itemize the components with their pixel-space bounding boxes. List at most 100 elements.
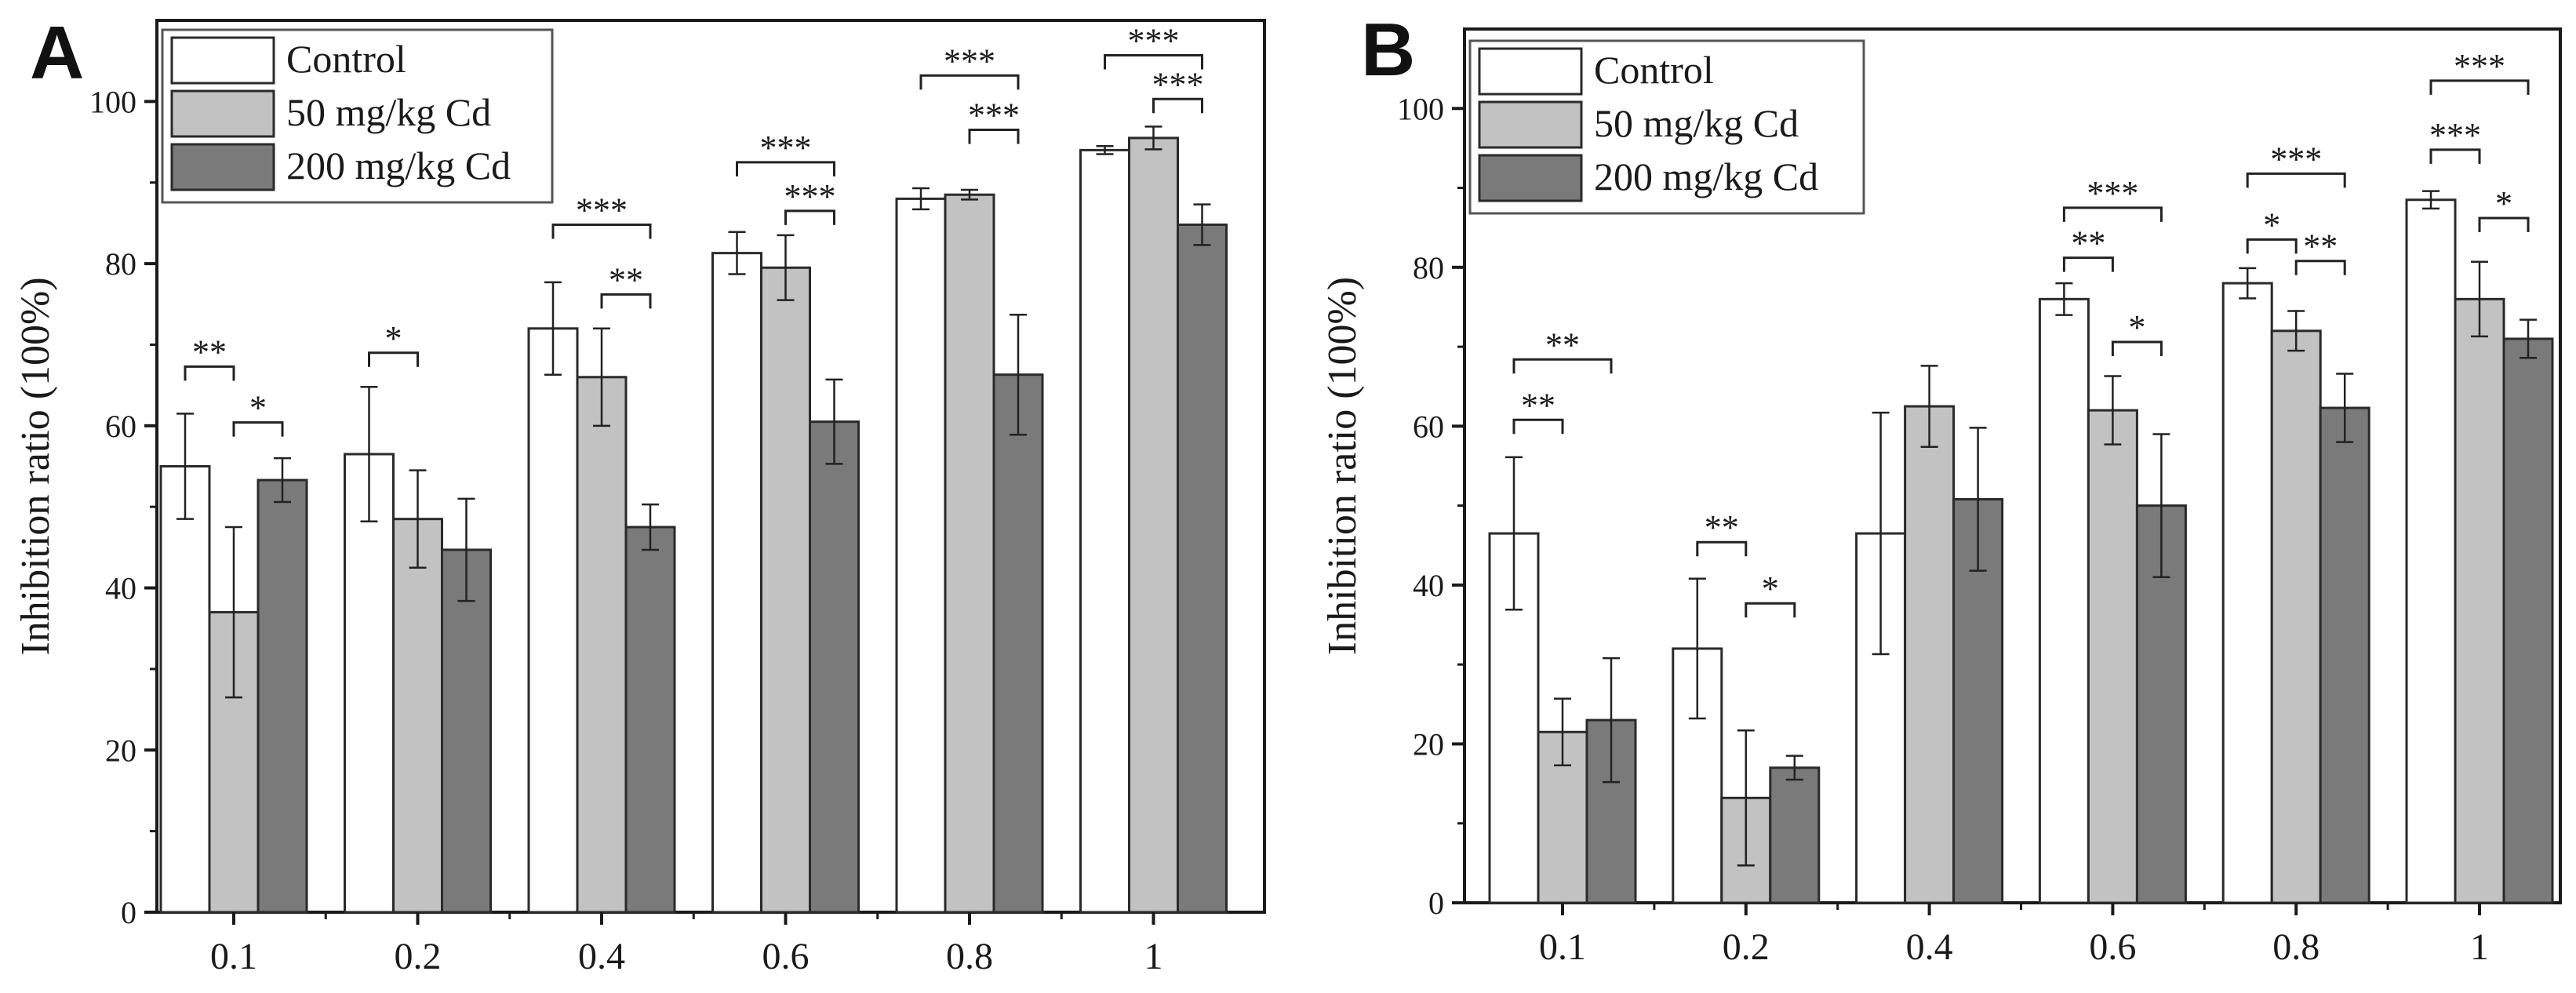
- bar-50-mg-kg-cd-0.6: [760, 266, 811, 914]
- y-tick-label: 0: [1428, 886, 1444, 921]
- significance-label: *: [2128, 308, 2145, 347]
- x-tick-label: 0.2: [1723, 926, 1770, 968]
- significance-label: *: [385, 319, 402, 358]
- significance-label: ***: [1128, 21, 1180, 60]
- y-tick-label: 60: [1413, 409, 1444, 444]
- significance-bracket: [2429, 148, 2481, 164]
- x-tick-label: 0.8: [2272, 926, 2319, 968]
- significance-bracket: [919, 74, 1020, 90]
- significance-label: ***: [2454, 47, 2505, 85]
- y-tick-label: 100: [89, 84, 136, 119]
- legend-entry: 50 mg/kg Cd: [1594, 101, 1799, 145]
- y-tick-label: 20: [1413, 726, 1444, 762]
- significance-label: **: [609, 260, 643, 299]
- significance-bracket: [2246, 238, 2298, 254]
- significance-label: **: [2071, 224, 2105, 263]
- significance-label: ***: [2087, 174, 2138, 213]
- bar-50-mg-kg-cd-0.8: [944, 193, 995, 914]
- bar-200-mg-kg-cd-0.4: [624, 526, 676, 914]
- significance-bracket: [1104, 53, 1203, 70]
- bar-50-mg-kg-cd-0.8: [2270, 329, 2322, 904]
- plot-frame: [155, 19, 1266, 914]
- bar-200-mg-kg-cd-0.1: [257, 478, 308, 914]
- bar-control-0.6: [2038, 297, 2090, 904]
- significance-bracket: [2062, 256, 2114, 272]
- significance-bracket: [2111, 340, 2163, 357]
- x-tick-label: 0.1: [210, 936, 257, 977]
- y-tick-label: 40: [105, 571, 136, 606]
- bar-50-mg-kg-cd-0.2: [392, 518, 443, 914]
- significance-bracket: [368, 351, 419, 367]
- x-tick-label: 1: [2470, 926, 2489, 968]
- bar-200-mg-kg-cd-0.6: [809, 420, 860, 914]
- legend-entry: Control: [286, 37, 406, 81]
- bar-control-0.6: [711, 252, 762, 914]
- significance-label: *: [249, 389, 267, 427]
- significance-bracket: [232, 421, 284, 437]
- panel-letter: B: [1361, 8, 1415, 92]
- x-tick-label: 0.6: [2089, 926, 2136, 968]
- significance-label: **: [1545, 326, 1580, 364]
- panel-letter: A: [30, 11, 84, 95]
- significance-label: ***: [1152, 65, 1204, 104]
- y-tick-label: 0: [121, 895, 136, 930]
- significance-bracket: [968, 129, 1020, 144]
- significance-bracket: [1152, 97, 1203, 114]
- significance-bracket: [2062, 206, 2163, 222]
- significance-bracket: [736, 161, 835, 176]
- bar-50-mg-kg-cd-0.4: [576, 376, 628, 914]
- significance-label: ***: [2429, 116, 2481, 155]
- significance-bracket: [551, 223, 652, 239]
- bar-200-mg-kg-cd-0.8: [992, 373, 1044, 914]
- legend-swatch: [1478, 154, 1583, 202]
- legend-swatch: [170, 36, 275, 85]
- significance-bracket: [2478, 216, 2530, 233]
- significance-label: **: [1705, 508, 1739, 547]
- bar-200-mg-kg-cd-0.2: [441, 548, 492, 914]
- y-tick-label: 100: [1397, 91, 1444, 126]
- bar-control-0.8: [2221, 282, 2273, 904]
- x-tick-label: 0.4: [578, 936, 625, 977]
- x-tick-label: 0.2: [395, 936, 442, 977]
- bar-200-mg-kg-cd-0.8: [2319, 406, 2370, 904]
- legend-entry: 200 mg/kg Cd: [1594, 155, 1818, 198]
- bar-control-0.2: [344, 453, 395, 914]
- significance-bracket: [600, 293, 652, 309]
- legend-entry: 200 mg/kg Cd: [286, 144, 511, 187]
- y-tick-label: 60: [105, 409, 136, 444]
- y-axis-label: Inhibition ratio (100%): [1320, 277, 1365, 655]
- x-tick-label: 0.8: [946, 936, 993, 977]
- legend-swatch: [1478, 47, 1583, 96]
- bar-control-0.8: [895, 197, 947, 914]
- significance-label: **: [192, 333, 227, 371]
- bar-200-mg-kg-cd-1: [1177, 223, 1228, 914]
- bar-control-1: [1079, 148, 1130, 914]
- bar-50-mg-kg-cd-1: [2454, 297, 2505, 904]
- legend-swatch: [1478, 100, 1583, 149]
- significance-label: ***: [968, 96, 1020, 135]
- bar-50-mg-kg-cd-1: [1128, 136, 1179, 914]
- legend-entry: Control: [1594, 48, 1714, 92]
- significance-bracket: [1696, 540, 1748, 557]
- significance-label: ***: [576, 191, 628, 229]
- significance-bracket: [2246, 172, 2346, 188]
- y-tick-label: 80: [105, 246, 136, 282]
- significance-label: **: [1521, 386, 1555, 424]
- x-tick-label: 0.1: [1539, 926, 1586, 968]
- x-tick-label: 0.4: [1906, 926, 1953, 968]
- significance-bracket: [1512, 358, 1613, 374]
- x-tick-label: 1: [1144, 936, 1163, 977]
- bar-control-1: [2405, 198, 2457, 904]
- legend-swatch: [170, 89, 275, 138]
- bar-200-mg-kg-cd-0.2: [1769, 766, 1821, 904]
- significance-bracket: [2429, 79, 2530, 95]
- plot-frame: [1463, 27, 2562, 904]
- significance-label: ***: [2270, 140, 2322, 178]
- significance-label: *: [1762, 569, 1779, 608]
- bar-control-0.4: [527, 327, 579, 914]
- significance-label: *: [2263, 206, 2280, 244]
- significance-bracket: [2294, 260, 2346, 275]
- significance-label: ***: [784, 177, 836, 216]
- significance-bracket: [184, 365, 235, 381]
